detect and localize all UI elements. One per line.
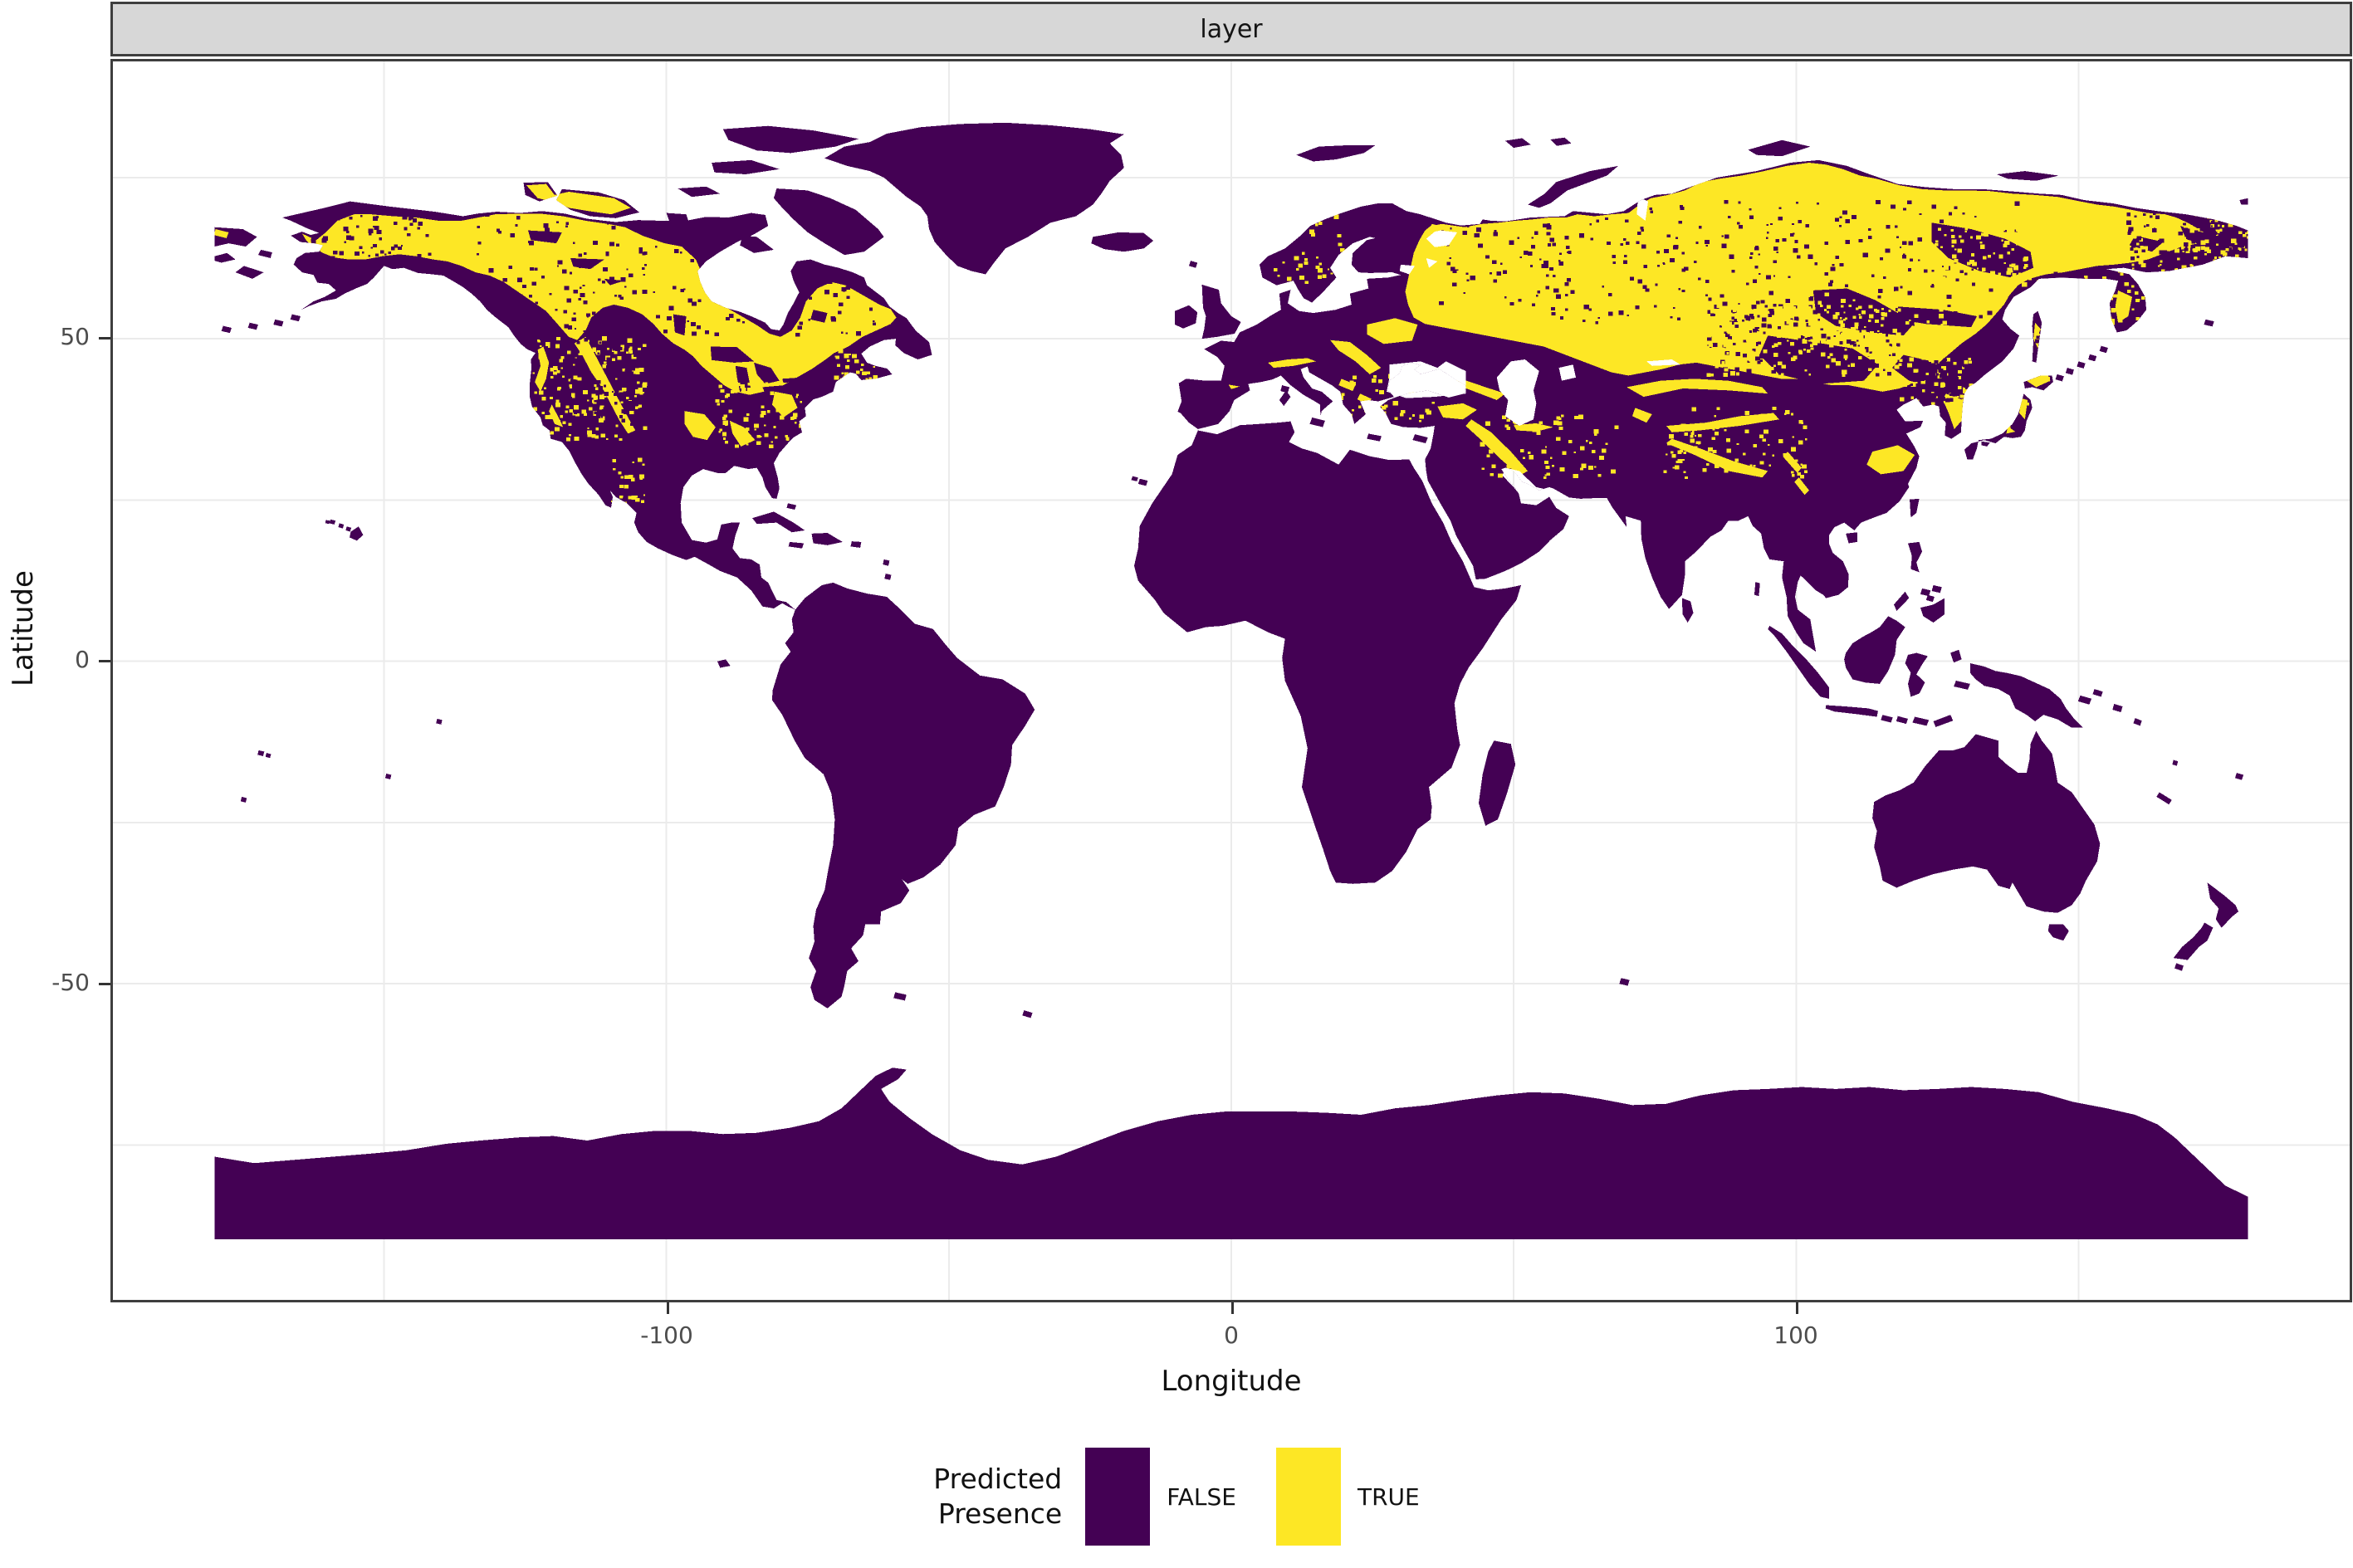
y-tick-label: 50 [60,323,90,350]
y-axis-tick [99,337,110,339]
world-raster-map [113,61,2350,1300]
legend-key-true [1275,1448,1341,1546]
x-axis-tick [1231,1302,1234,1314]
facet-strip: layer [110,2,2352,56]
y-axis-tick [99,983,110,985]
facet-strip-label: layer [1200,14,1263,44]
y-axis-title: Latitude [7,570,40,686]
raster-speckle-texture [301,199,2248,505]
x-tick-label: 100 [1773,1321,1818,1349]
legend-title: Predicted Presence [933,1462,1063,1530]
plot-panel [110,59,2352,1302]
y-tick-label: 0 [75,646,90,673]
x-tick-label: 0 [1224,1321,1239,1349]
y-tick-label: -50 [51,969,90,996]
x-axis-tick [1796,1302,1798,1314]
legend: Predicted Presence FALSE TRUE [0,1448,2353,1546]
legend-key-false [1085,1448,1151,1546]
y-axis-tick [99,660,110,662]
legend-label-false: FALSE [1167,1483,1236,1511]
x-axis-title: Longitude [1161,1365,1302,1398]
x-axis-tick [667,1302,669,1314]
legend-label-true: TRUE [1357,1483,1420,1511]
x-tick-label: -100 [640,1321,693,1349]
